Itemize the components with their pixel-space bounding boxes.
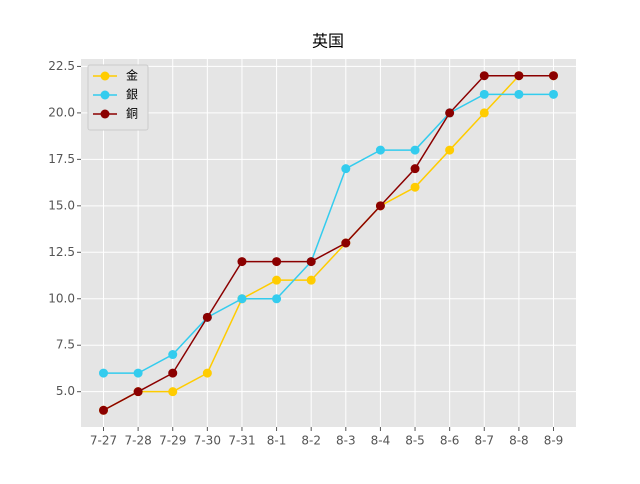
point	[549, 89, 558, 99]
point	[133, 368, 143, 378]
point	[410, 182, 420, 192]
point	[549, 71, 558, 81]
point	[168, 368, 178, 378]
y-tick-label: 7.5	[56, 338, 75, 352]
x-tick-label: 8-9	[544, 434, 564, 448]
legend-label: 銀	[126, 88, 138, 102]
point	[479, 108, 489, 118]
point	[410, 145, 420, 155]
point	[410, 164, 420, 174]
point	[375, 201, 385, 211]
point	[306, 275, 316, 285]
x-tick-label: 8-4	[371, 434, 391, 448]
point	[306, 257, 316, 267]
point	[341, 238, 351, 248]
series-line	[103, 93, 554, 374]
point	[202, 312, 212, 322]
legend-marker	[100, 71, 110, 81]
legend-box	[87, 64, 149, 131]
legend-label: 金	[126, 68, 138, 83]
legend-marker	[100, 109, 110, 119]
x-tick-label: 8-8	[509, 434, 529, 448]
x-tick-label: 8-1	[267, 434, 287, 448]
series-line	[103, 74, 554, 411]
legend-marker	[100, 90, 110, 100]
plot-area	[81, 59, 576, 427]
point	[133, 387, 143, 397]
x-tick-label: 8-5	[405, 434, 425, 448]
point	[99, 368, 108, 378]
y-tick-label: 5.0	[56, 384, 75, 398]
y-tick-label: 10.0	[48, 291, 75, 305]
point	[375, 145, 385, 155]
x-tick-label: 8-6	[440, 434, 460, 448]
y-tick-label: 20.0	[48, 105, 75, 119]
point	[445, 108, 455, 118]
legend-label: 銅	[126, 107, 138, 121]
point	[237, 257, 247, 267]
point	[168, 387, 178, 397]
point	[272, 275, 282, 285]
point	[479, 71, 489, 81]
y-tick-label: 22.5	[48, 59, 75, 73]
y-tick-label: 15.0	[48, 198, 75, 212]
point	[445, 145, 455, 155]
point	[272, 257, 282, 267]
x-tick-label: 8-3	[336, 434, 356, 448]
point	[168, 350, 178, 360]
chart-title: 英国	[312, 32, 344, 51]
series-line	[103, 74, 554, 411]
point	[479, 89, 489, 99]
x-tick-label: 7-29	[159, 434, 186, 448]
x-tick-label: 7-27	[90, 434, 117, 448]
x-tick-label: 7-30	[194, 434, 221, 448]
point	[202, 368, 212, 378]
point	[237, 294, 247, 304]
y-tick-label: 17.5	[48, 152, 75, 166]
x-tick-label: 8-2	[301, 434, 321, 448]
y-tick-label: 12.5	[48, 245, 75, 259]
point	[341, 164, 351, 174]
x-tick-label: 8-7	[474, 434, 494, 448]
point	[514, 89, 524, 99]
point	[272, 294, 282, 304]
x-tick-label: 7-31	[228, 434, 255, 448]
x-tick-label: 7-28	[124, 434, 151, 448]
point	[514, 71, 524, 81]
point	[99, 405, 108, 415]
